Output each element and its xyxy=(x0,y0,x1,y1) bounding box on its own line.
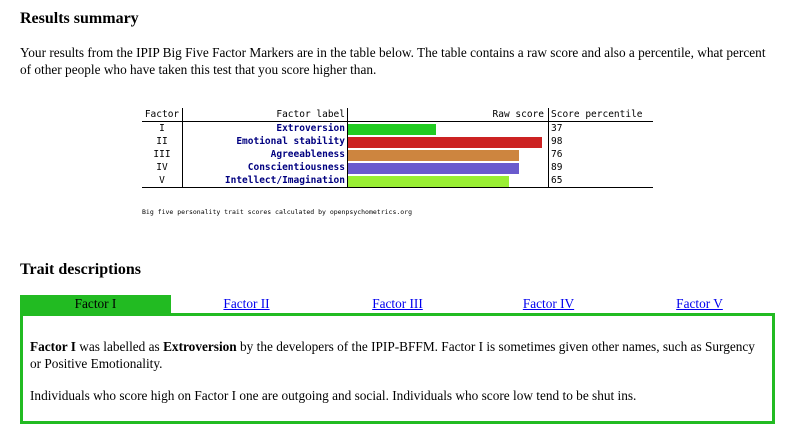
factor-label: Intellect/Imagination xyxy=(182,174,348,188)
tab-factor-i[interactable]: Factor I xyxy=(20,295,171,313)
chart-body: I Extroversion 37 II Emotional stability 98 II… xyxy=(142,121,653,188)
percentile-value: 65 xyxy=(548,174,653,188)
results-summary-heading: Results summary xyxy=(20,10,139,27)
raw-score-cell xyxy=(347,148,549,161)
factor-name-bold: Factor I xyxy=(30,339,76,354)
chart-row: I Extroversion 37 xyxy=(142,121,653,135)
percentile-value: 37 xyxy=(551,123,563,134)
tab-factor-ii[interactable]: Factor II xyxy=(223,296,270,311)
chart-row: III Agreeableness 76 xyxy=(142,148,653,161)
raw-score-cell xyxy=(347,174,549,188)
raw-score-column-header: Raw score xyxy=(347,108,549,122)
chart-caption: Big five personality trait scores calcul… xyxy=(142,208,413,216)
factor-label: Conscientiousness xyxy=(182,161,348,174)
percentile-value: 76 xyxy=(551,149,563,160)
factor-label: Agreeableness xyxy=(182,148,348,161)
raw-score-bar xyxy=(348,175,509,187)
factor-label-column-header: Factor label xyxy=(182,108,348,122)
percentile-column-header: Score percentile xyxy=(548,108,653,122)
factor-numeral: I xyxy=(142,121,183,135)
chart-row: V Intellect/Imagination 65 xyxy=(142,174,653,188)
percentile-value: 89 xyxy=(551,162,563,173)
factor-label: Emotional stability xyxy=(182,135,348,148)
description-text: by the developers of the IPIP-BFFM. Fact… xyxy=(30,339,755,371)
percentile-value: 98 xyxy=(551,136,563,147)
factor-label: Extroversion xyxy=(182,121,348,135)
raw-score-bar xyxy=(348,136,542,148)
score-chart-table: Factor Factor label Raw score Score perc… xyxy=(142,108,653,188)
factor-column-header: Factor xyxy=(142,108,183,122)
factor-numeral: II xyxy=(142,135,183,148)
raw-score-cell xyxy=(347,135,549,148)
raw-score-bar xyxy=(348,149,519,161)
trait-description-panel: Factor I was labelled as Extroversion by… xyxy=(20,313,775,424)
chart-header-row: Factor Factor label Raw score Score perc… xyxy=(142,108,653,122)
trait-descriptions-heading: Trait descriptions xyxy=(20,261,142,278)
results-intro-text: Your results from the IPIP Big Five Fact… xyxy=(20,45,766,77)
factor-numeral: III xyxy=(142,148,183,161)
description-text: was labelled as xyxy=(75,339,164,354)
tab-factor-iii[interactable]: Factor III xyxy=(372,296,423,311)
trait-name-bold: Extroversion xyxy=(163,339,237,354)
raw-score-cell xyxy=(347,121,549,135)
tab-factor-v[interactable]: Factor V xyxy=(676,296,723,311)
factor-numeral: V xyxy=(142,174,183,188)
raw-score-bar xyxy=(348,162,519,174)
chart-row: IV Conscientiousness 89 xyxy=(142,161,653,174)
trait-description-paragraph-1: Factor I was labelled as Extroversion by… xyxy=(30,338,765,372)
tab-factor-iv[interactable]: Factor IV xyxy=(522,296,575,311)
raw-score-bar xyxy=(348,123,436,135)
factor-numeral: IV xyxy=(142,161,183,174)
trait-description-paragraph-2: Individuals who score high on Factor I o… xyxy=(30,388,637,403)
raw-score-cell xyxy=(347,161,549,174)
chart-row: II Emotional stability 98 xyxy=(142,135,653,148)
factor-tab-bar: Factor I Factor II Factor III Factor IV … xyxy=(20,295,775,313)
